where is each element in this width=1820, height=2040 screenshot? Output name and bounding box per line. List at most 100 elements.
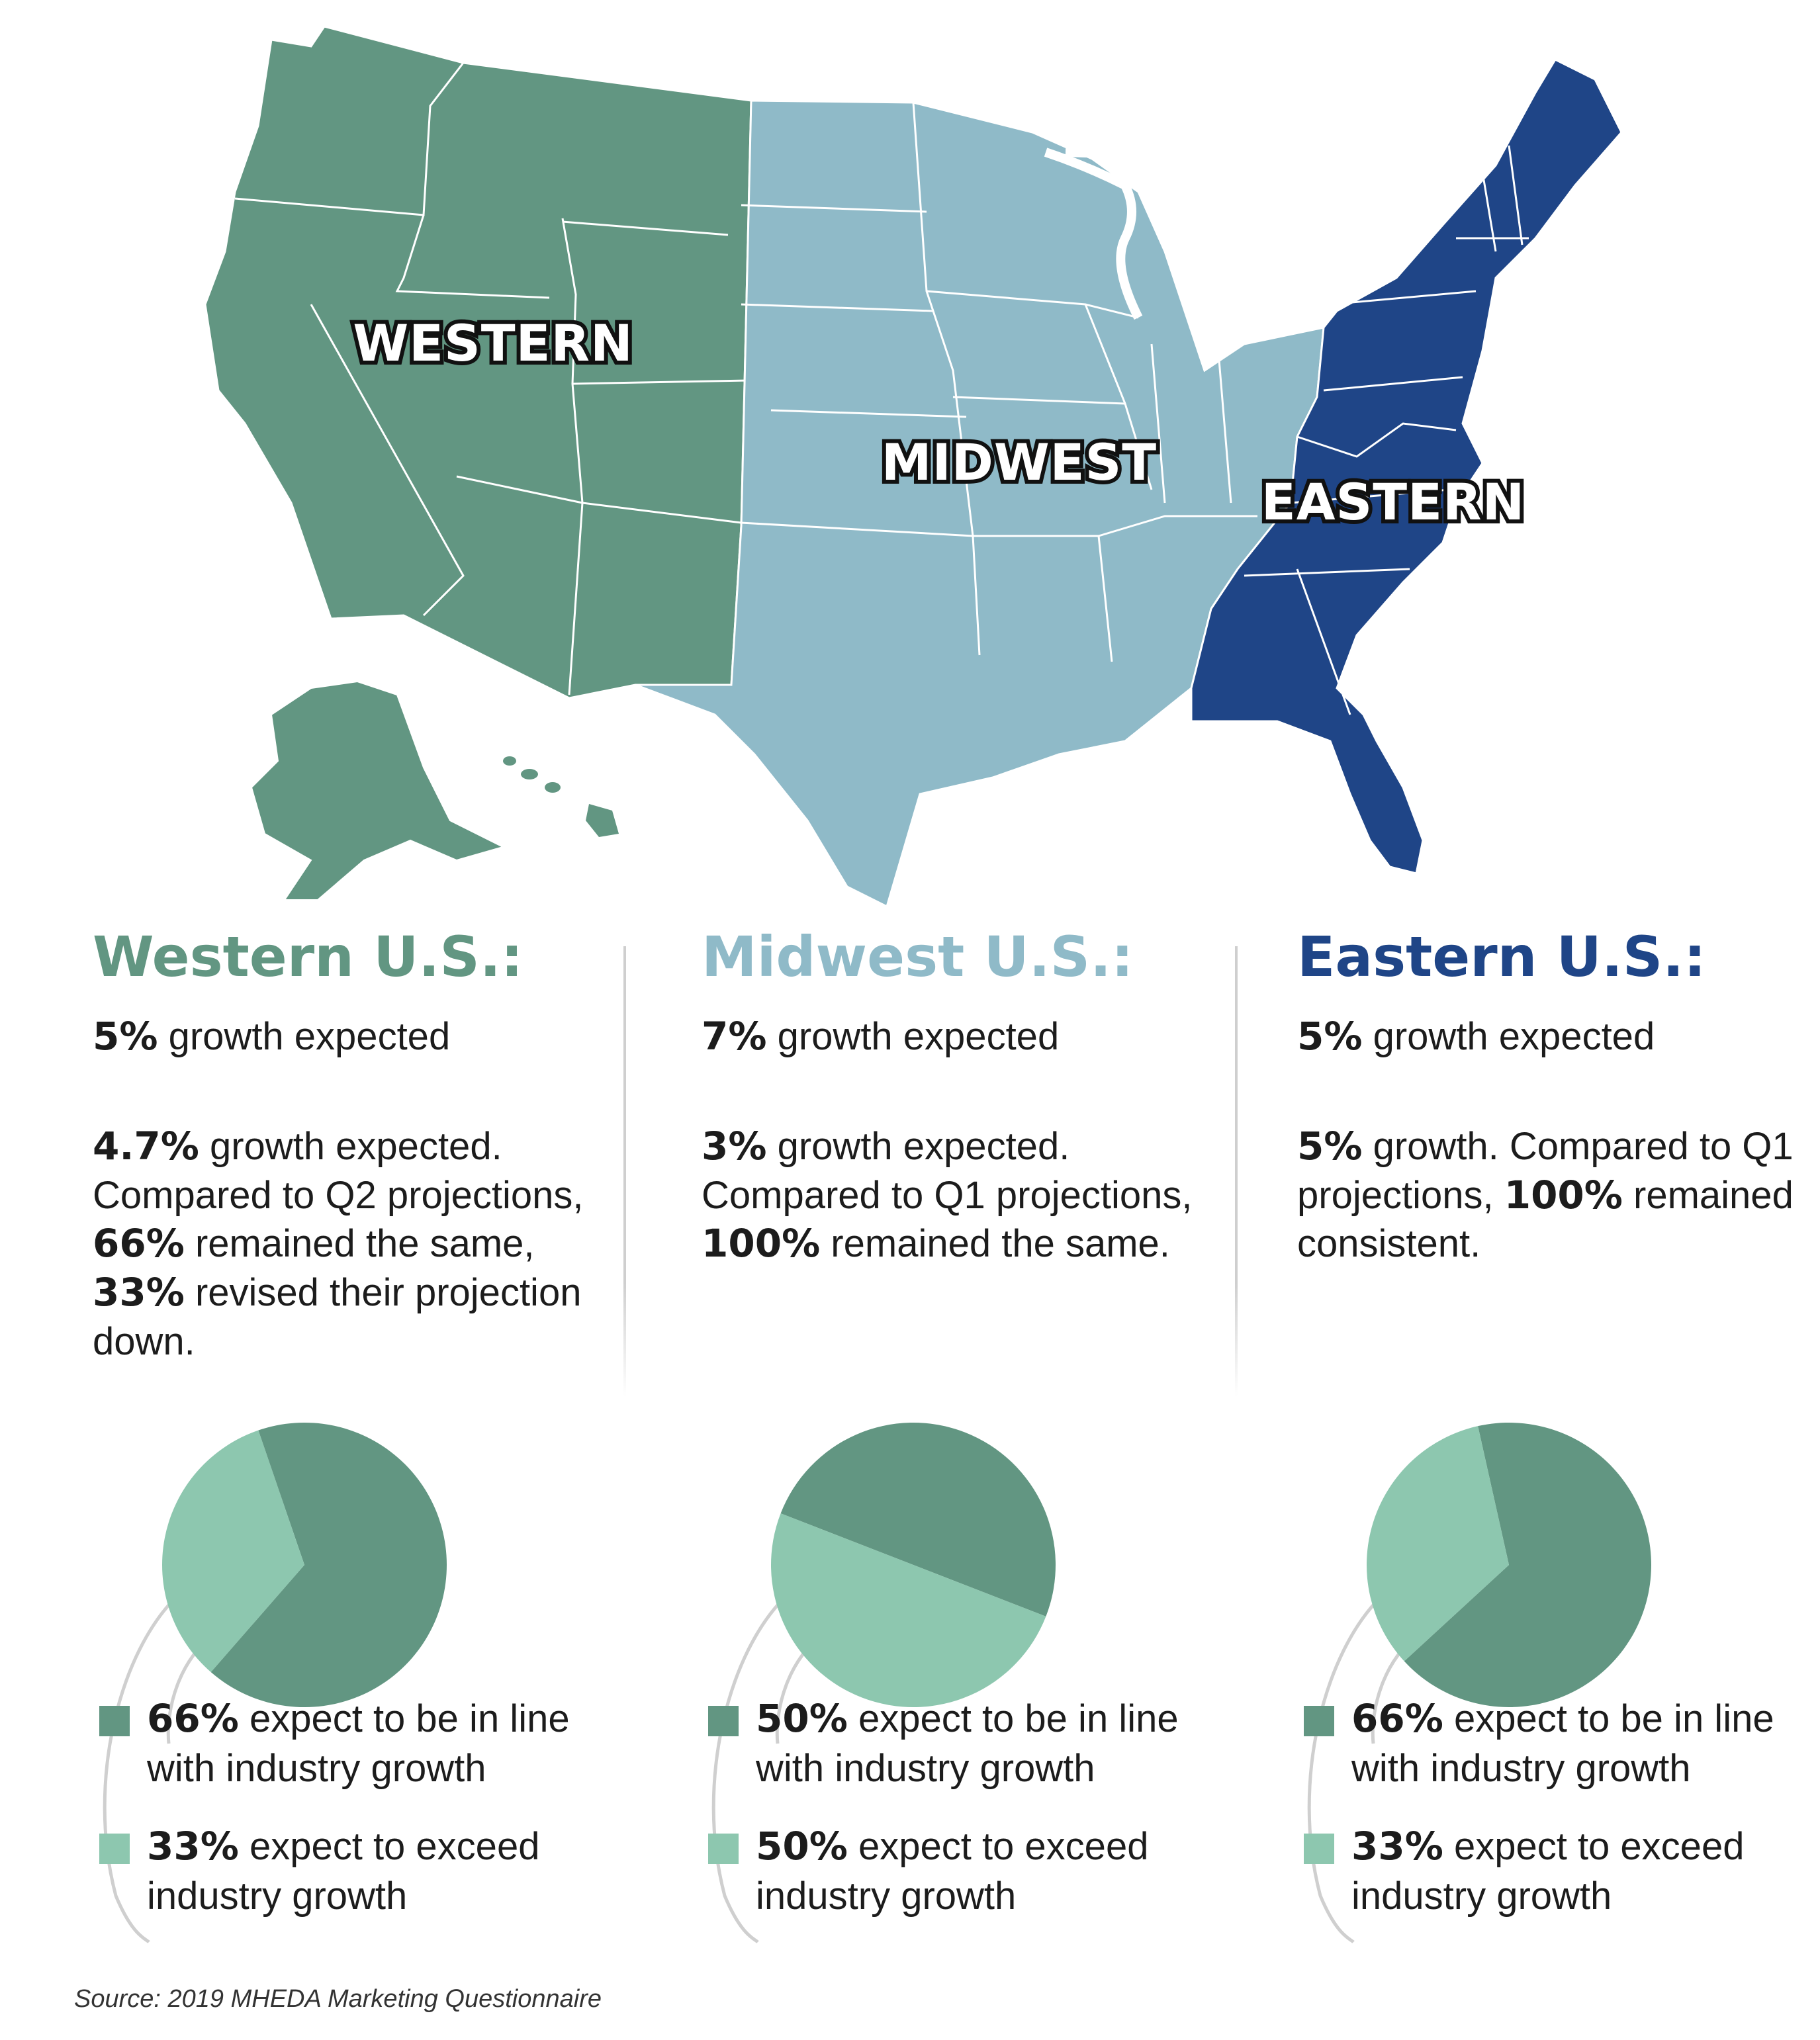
projection-paragraph: 4.7% growth expected. Compared to Q2 pro… <box>93 1122 622 1366</box>
pie-chart <box>1307 1423 1651 1943</box>
legend-swatch-exceed <box>1304 1833 1334 1864</box>
legend-text-exceed: 50% expect to exceed industry growth <box>756 1822 1148 1922</box>
legend-desc-line2: industry growth <box>147 1875 408 1918</box>
eastern-region <box>1190 58 1623 875</box>
legend-swatch-in-line <box>708 1706 739 1736</box>
legend-desc-line2: industry growth <box>756 1875 1017 1918</box>
projection-paragraph: 3% growth expected. Compared to Q1 proje… <box>702 1122 1218 1268</box>
connector-line <box>103 1593 180 1943</box>
legend-pct: 66% <box>147 1696 239 1741</box>
paragraph-text: revised their projection down. <box>93 1270 582 1363</box>
legend-desc: expect to exceed <box>238 1824 540 1868</box>
paragraph-highlight: 100% <box>702 1221 821 1266</box>
legend-desc: expect to be in line <box>238 1697 570 1740</box>
legend-text-in-line: 66% expect to be in line with industry gr… <box>147 1694 570 1794</box>
growth-text: growth expected <box>158 1015 451 1059</box>
legend-swatch-exceed <box>99 1833 130 1864</box>
map-label-western: WESTERN <box>353 314 633 373</box>
eastern-state-borders <box>1244 145 1529 715</box>
legend-desc: expect to be in line <box>847 1697 1179 1740</box>
region-title: Western U.S.: <box>93 924 523 989</box>
paragraph-highlight: 33% <box>93 1269 185 1315</box>
paragraph-text: growth. Compared to Q1 projections, <box>1297 1124 1794 1217</box>
legend-item-in-line: 50% expect to be in line with industry gr… <box>708 1694 1179 1794</box>
midwest-region <box>635 99 1325 909</box>
pie-chart <box>103 1423 447 1943</box>
legend-item-in-line: 66% expect to be in line with industry gr… <box>99 1694 570 1794</box>
us-region-map: WESTERN MIDWEST EASTERN <box>0 0 1820 913</box>
legend-desc-line2: with industry growth <box>147 1747 486 1791</box>
midwest-state-borders <box>741 102 1257 662</box>
legend-desc-line2: industry growth <box>1351 1875 1612 1918</box>
legend-text-in-line: 50% expect to be in line with industry gr… <box>756 1694 1179 1794</box>
legend-desc: expect to exceed <box>847 1824 1149 1868</box>
paragraph-text: remained the same, <box>184 1222 535 1266</box>
legend-pct: 33% <box>1351 1823 1443 1869</box>
legend-pct: 50% <box>756 1696 848 1741</box>
pie-slice-exceed <box>161 1430 304 1673</box>
legend-desc: expect to be in line <box>1443 1697 1774 1740</box>
paragraph-highlight: 4.7% <box>93 1123 199 1169</box>
western-region <box>204 25 752 901</box>
growth-value: 7% <box>702 1014 767 1059</box>
pie-slice-in-line <box>210 1423 447 1707</box>
legend-pct: 50% <box>756 1823 848 1869</box>
legend-item-exceed: 33% expect to exceed industry growth <box>99 1822 570 1922</box>
map-label-eastern: EASTERN <box>1261 472 1525 531</box>
pie-legend: 66% expect to be in line with industry gr… <box>1304 1694 1774 1922</box>
legend-text-exceed: 33% expect to exceed industry growth <box>147 1822 539 1922</box>
pie-slice-in-line <box>780 1423 1056 1617</box>
growth-value: 5% <box>1297 1014 1363 1059</box>
legend-swatch-in-line <box>1304 1706 1334 1736</box>
region-title: Eastern U.S.: <box>1297 924 1706 989</box>
legend-text-exceed: 33% expect to exceed industry growth <box>1351 1822 1744 1922</box>
paragraph-text: remained the same. <box>820 1222 1170 1266</box>
pie-slice-exceed <box>1367 1426 1509 1662</box>
legend-item-exceed: 50% expect to exceed industry growth <box>708 1822 1179 1922</box>
eastern-region-shape <box>1190 58 1623 875</box>
legend-item-exceed: 33% expect to exceed industry growth <box>1304 1822 1774 1922</box>
paragraph-highlight: 3% <box>702 1123 767 1169</box>
alaska-shape <box>250 680 505 901</box>
growth-text: growth expected <box>1362 1015 1655 1059</box>
region-title: Midwest U.S.: <box>702 924 1134 989</box>
us-map-svg: WESTERN MIDWEST EASTERN <box>204 25 1623 909</box>
paragraph-highlight: 66% <box>93 1221 185 1266</box>
legend-desc: expect to exceed <box>1443 1824 1745 1868</box>
hawaii-shape <box>503 756 619 837</box>
legend-desc-line2: with industry growth <box>1351 1747 1691 1791</box>
lake-michigan <box>1044 148 1143 320</box>
western-column: Western U.S.: 5% growth expected 4.7% gr… <box>93 926 622 1959</box>
eastern-column: Eastern U.S.: 5% growth expected 5% grow… <box>1297 926 1800 1959</box>
growth-expected-line: 5% growth expected <box>93 1012 622 1061</box>
legend-item-in-line: 66% expect to be in line with industry gr… <box>1304 1694 1774 1794</box>
column-divider <box>1235 946 1238 1396</box>
legend-swatch-exceed <box>708 1833 739 1864</box>
pie-legend: 66% expect to be in line with industry gr… <box>99 1694 570 1922</box>
connector-line <box>1307 1593 1385 1943</box>
pie-chart <box>711 1423 1056 1943</box>
legend-swatch-in-line <box>99 1706 130 1736</box>
paragraph-text: growth expected. Compared to Q2 projecti… <box>93 1124 584 1217</box>
legend-pct: 66% <box>1351 1696 1443 1741</box>
paragraph-text: remained consistent. <box>1297 1173 1794 1266</box>
map-label-midwest: MIDWEST <box>882 433 1157 492</box>
legend-desc-line2: with industry growth <box>756 1747 1095 1791</box>
paragraph-highlight: 5% <box>1297 1123 1363 1169</box>
pie-slice-in-line <box>1404 1423 1651 1707</box>
growth-value: 5% <box>93 1014 158 1059</box>
projection-paragraph: 5% growth. Compared to Q1 projections, 1… <box>1297 1122 1800 1268</box>
western-state-borders <box>234 62 749 695</box>
midwest-column: Midwest U.S.: 7% growth expected 3% grow… <box>702 926 1218 1959</box>
column-divider <box>623 946 626 1396</box>
growth-text: growth expected <box>766 1015 1060 1059</box>
pie-legend: 50% expect to be in line with industry gr… <box>708 1694 1179 1922</box>
connector-line <box>711 1593 789 1943</box>
pie-slice-exceed <box>771 1513 1046 1707</box>
legend-pct: 33% <box>147 1823 239 1869</box>
source-note: Source: 2019 MHEDA Marketing Questionnai… <box>74 1985 602 2013</box>
legend-text-in-line: 66% expect to be in line with industry gr… <box>1351 1694 1774 1794</box>
growth-expected-line: 7% growth expected <box>702 1012 1218 1061</box>
lake-superior <box>1065 148 1219 170</box>
growth-expected-line: 5% growth expected <box>1297 1012 1800 1061</box>
